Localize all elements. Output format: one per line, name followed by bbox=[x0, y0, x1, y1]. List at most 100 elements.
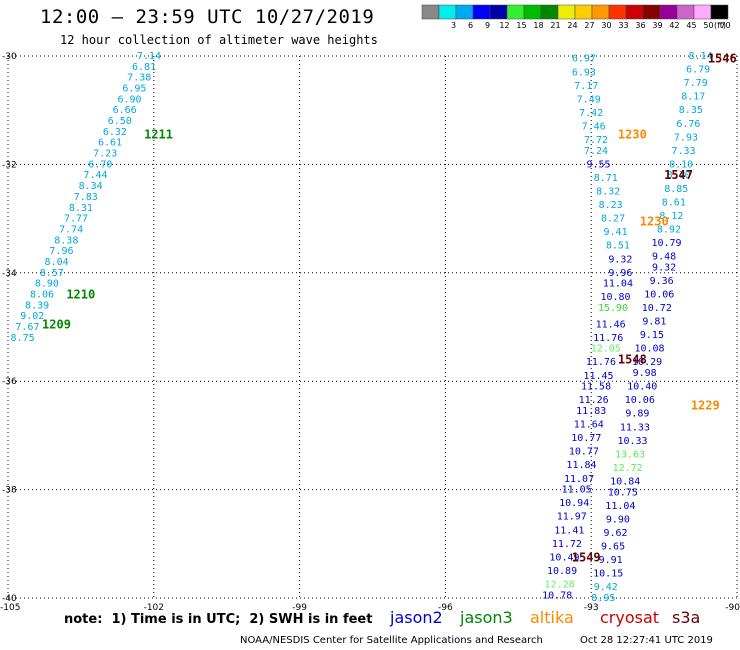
wave-height-label: 11.07 bbox=[564, 474, 594, 485]
legend-label: 15 bbox=[516, 21, 526, 30]
legend-swatch bbox=[659, 4, 678, 20]
legend-swatch bbox=[472, 4, 491, 20]
wave-height-label: 10.80 bbox=[600, 292, 630, 303]
satellite-jason2: jason2 bbox=[390, 608, 443, 627]
wave-height-label: 12.28 bbox=[545, 579, 575, 590]
wave-height-label: 8.92 bbox=[657, 224, 681, 235]
wave-height-label: 11.26 bbox=[579, 395, 609, 406]
legend-label: 30 bbox=[601, 21, 611, 30]
wave-height-label: 8.75 bbox=[11, 333, 35, 344]
wave-height-label: 9.98 bbox=[633, 368, 657, 379]
wave-height-label: 7.42 bbox=[579, 108, 603, 119]
wave-height-label: 12.72 bbox=[613, 463, 643, 474]
wave-height-label: 7.93 bbox=[674, 132, 698, 143]
legend-label: 42 bbox=[669, 21, 679, 30]
wave-height-label: 11.45 bbox=[583, 371, 613, 382]
wave-height-label: 6.95 bbox=[122, 84, 146, 95]
wave-height-label: 8.71 bbox=[594, 173, 618, 184]
legend-label: 70 bbox=[720, 21, 730, 30]
wave-height-label: 10.77 bbox=[571, 433, 601, 444]
wave-height-label: 7.24 bbox=[584, 146, 608, 157]
legend-swatch bbox=[625, 4, 644, 20]
legend-unit: (ft) bbox=[714, 21, 726, 30]
wave-height-label: 11.04 bbox=[605, 501, 635, 512]
credit-text: NOAA/NESDIS Center for Satellite Applica… bbox=[240, 635, 543, 646]
wave-height-label: 8.04 bbox=[45, 257, 69, 268]
wave-height-label: 10.06 bbox=[644, 289, 674, 300]
wave-height-label: 8.06 bbox=[30, 289, 54, 300]
wave-height-label: 8.38 bbox=[54, 235, 78, 246]
wave-height-label: 13.63 bbox=[615, 449, 645, 460]
y-tick-label: -30 bbox=[2, 52, 17, 62]
chart-axes: -30 -32 -34 -36 -38 -40-105 -102 -99 -96 -93 -90 bbox=[0, 52, 740, 613]
wave-height-label: 8.17 bbox=[681, 92, 705, 103]
wave-height-label: 7.23 bbox=[93, 149, 117, 160]
wave-height-label: 6.70 bbox=[88, 159, 112, 170]
legend-swatch bbox=[710, 4, 729, 20]
satellite-altika: altika bbox=[530, 608, 574, 627]
pass-time-label: 1230 bbox=[640, 214, 669, 228]
legend-swatch bbox=[642, 4, 661, 20]
wave-height-label: 10.29 bbox=[632, 357, 662, 368]
legend-label: 3 bbox=[451, 21, 456, 30]
pass-time-label: 1549 bbox=[572, 550, 601, 564]
satellite-cryosat: cryosat bbox=[600, 608, 660, 627]
wave-height-label: 8.35 bbox=[679, 105, 703, 116]
legend-label: 9 bbox=[485, 21, 490, 30]
wave-height-label: 9.65 bbox=[601, 542, 625, 553]
wave-height-label: 6.81 bbox=[132, 62, 156, 73]
legend-label: 33 bbox=[618, 21, 628, 30]
y-tick-label: -32 bbox=[2, 160, 17, 170]
pass-time-label: 1548 bbox=[618, 353, 647, 367]
wave-height-label: 8.85 bbox=[664, 184, 688, 195]
wave-height-label: 10.78 bbox=[542, 590, 572, 601]
wave-height-label: 6.93 bbox=[572, 67, 596, 78]
wave-height-label: 8.12 bbox=[659, 211, 683, 222]
wave-height-label: 9.02 bbox=[20, 311, 44, 322]
wave-height-label: 10.84 bbox=[610, 476, 640, 487]
wave-height-label: 10.15 bbox=[593, 569, 623, 580]
wave-height-label: 9.96 bbox=[608, 268, 632, 279]
wave-height-label: 9.42 bbox=[594, 582, 618, 593]
wave-height-label: 9.32 bbox=[652, 262, 676, 273]
wave-height-label: 10.06 bbox=[625, 395, 655, 406]
wave-height-label: 10.40 bbox=[627, 382, 657, 393]
legend-swatch bbox=[676, 4, 695, 20]
legend-swatch bbox=[608, 4, 627, 20]
pass-time-label: 1210 bbox=[66, 287, 95, 301]
wave-height-label: 7.74 bbox=[59, 224, 83, 235]
wave-height-label: 7.17 bbox=[574, 81, 598, 92]
legend-swatch bbox=[455, 4, 474, 20]
wave-height-label: 11.33 bbox=[620, 422, 650, 433]
timestamp-text: Oct 28 12:27:41 UTC 2019 bbox=[580, 635, 713, 646]
legend-swatch bbox=[523, 4, 542, 20]
legend-swatch bbox=[489, 4, 508, 20]
wave-height-label: 9.89 bbox=[625, 409, 649, 420]
pass-time-label: 1209 bbox=[42, 317, 71, 331]
legend-swatch bbox=[438, 4, 457, 20]
wave-height-label: 11.05 bbox=[562, 485, 592, 496]
wave-height-label: 11.76 bbox=[586, 357, 616, 368]
y-tick-label: -36 bbox=[2, 377, 17, 387]
wave-height-label: 10.08 bbox=[634, 344, 664, 355]
pass-time-label: 1211 bbox=[144, 128, 173, 142]
wave-height-label: 11.83 bbox=[576, 406, 606, 417]
wave-height-label: 11.58 bbox=[581, 382, 611, 393]
units-note: note: 1) Time is in UTC; 2) SWH is in fe… bbox=[64, 612, 373, 627]
wave-height-label: 9.32 bbox=[608, 254, 632, 265]
pass-time-label: 1229 bbox=[691, 399, 720, 413]
x-tick-label: -99 bbox=[292, 603, 307, 613]
wave-height-label: 9.81 bbox=[642, 317, 666, 328]
legend-label: 18 bbox=[533, 21, 543, 30]
wave-height-label: 8.32 bbox=[596, 187, 620, 198]
wave-height-label: 6.90 bbox=[117, 94, 141, 105]
wave-height-label: 7.96 bbox=[49, 246, 73, 257]
wave-height-label: 12.05 bbox=[591, 344, 621, 355]
wave-height-label: 7.49 bbox=[577, 94, 601, 105]
wave-height-label: 6.66 bbox=[113, 105, 137, 116]
wave-height-label: 10.72 bbox=[642, 303, 672, 314]
wave-height-label: 8.51 bbox=[606, 241, 630, 252]
wave-height-label: 8.57 bbox=[40, 268, 64, 279]
legend-label: 39 bbox=[652, 21, 662, 30]
y-tick-label: -38 bbox=[2, 486, 17, 496]
